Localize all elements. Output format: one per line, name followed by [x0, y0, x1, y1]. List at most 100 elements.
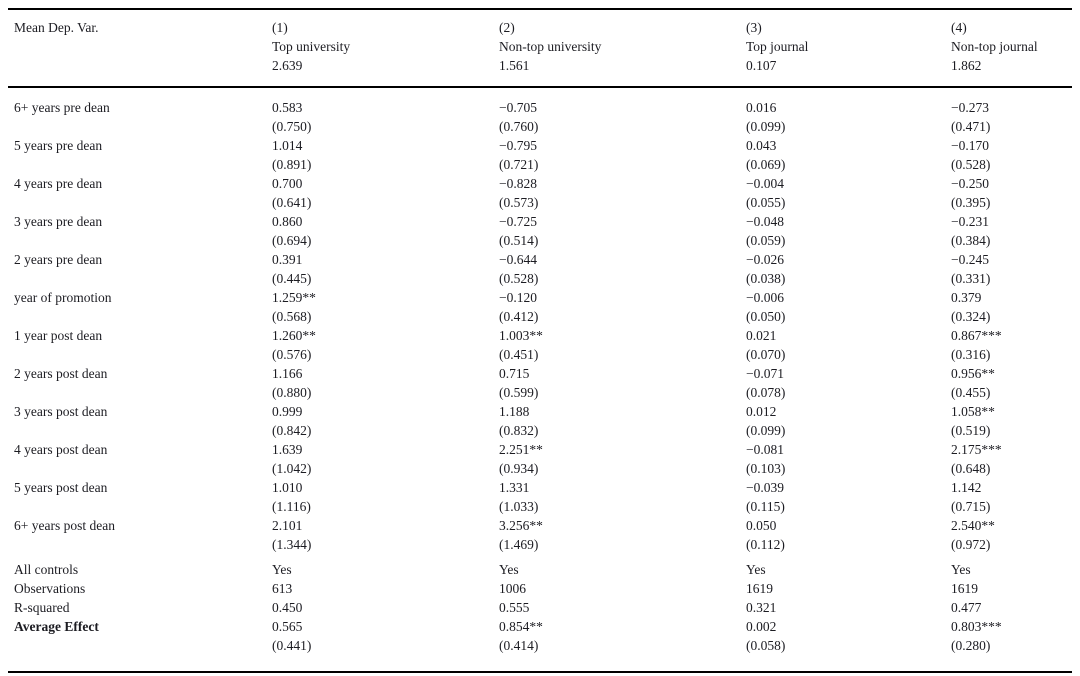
coef-value: 0.002 — [746, 619, 777, 634]
coef-cell: 0.956** (0.455) — [951, 364, 1072, 402]
row-label: 3 years pre dean — [14, 214, 103, 229]
coef-cell: −0.795 (0.721) — [499, 136, 746, 174]
coef-value: −0.120 — [499, 290, 537, 305]
col-mean: 2.639 — [272, 58, 303, 73]
regression-table: Mean Dep. Var. (1) Top university 2.639 … — [8, 8, 1072, 673]
col-mean: 1.561 — [499, 58, 530, 73]
coef-cell: −0.273 (0.471) — [951, 87, 1072, 136]
row-label: 4 years post dean — [14, 442, 108, 457]
se-value: (0.099) — [746, 119, 786, 134]
col-number: (4) — [951, 20, 967, 35]
se-value: (0.414) — [499, 638, 539, 653]
se-value: (0.316) — [951, 347, 991, 362]
stat-cell: 0.450 — [272, 598, 499, 617]
se-value: (0.455) — [951, 385, 991, 400]
stat-cell: 0.477 — [951, 598, 1072, 617]
coef-value: 1619 — [951, 581, 978, 596]
se-value: (1.469) — [499, 537, 539, 552]
coef-cell: 0.043 (0.069) — [746, 136, 951, 174]
coef-value: −0.071 — [746, 366, 784, 381]
coef-value: 1.331 — [499, 480, 530, 495]
se-value: (0.528) — [951, 157, 991, 172]
coef-value: 0.860 — [272, 214, 303, 229]
se-value: (0.721) — [499, 157, 539, 172]
se-value: (0.934) — [499, 461, 539, 476]
coef-cell: −0.250 (0.395) — [951, 174, 1072, 212]
stat-cell: 0.803*** (0.280) — [951, 617, 1072, 672]
coef-value: −0.644 — [499, 252, 537, 267]
coef-cell: 2.175*** (0.648) — [951, 440, 1072, 478]
coef-value: −0.725 — [499, 214, 537, 229]
row-label: 3 years post dean — [14, 404, 108, 419]
se-value: (0.078) — [746, 385, 786, 400]
coef-cell: 1.058** (0.519) — [951, 402, 1072, 440]
stat-cell: 1006 — [499, 579, 746, 598]
table-body: 6+ years pre dean 0.583 (0.750) −0.705 (0.76… — [8, 87, 1072, 672]
coef-value: 1.260** — [272, 328, 316, 343]
coef-cell: −0.026 (0.038) — [746, 250, 951, 288]
row-label: Average Effect — [14, 619, 99, 634]
row-label: 6+ years post dean — [14, 518, 115, 533]
se-value: (0.451) — [499, 347, 539, 362]
coef-value: 0.583 — [272, 100, 303, 115]
se-value: (0.055) — [746, 195, 786, 210]
coef-value: 0.016 — [746, 100, 777, 115]
coef-value: 1.166 — [272, 366, 303, 381]
coef-value: 2.251** — [499, 442, 543, 457]
stat-cell: Yes — [272, 554, 499, 579]
se-value: (0.568) — [272, 309, 312, 324]
header-col-3: (3) Top journal 0.107 — [746, 9, 951, 88]
coef-cell: −0.006 (0.050) — [746, 288, 951, 326]
coef-value: −0.245 — [951, 252, 989, 267]
stat-cell: Yes — [746, 554, 951, 579]
coef-cell: 0.012 (0.099) — [746, 402, 951, 440]
coef-cell: 1.166 (0.880) — [272, 364, 499, 402]
se-value: (0.112) — [746, 537, 785, 552]
se-value: (0.576) — [272, 347, 312, 362]
coef-value: Yes — [499, 562, 519, 577]
table-row: 6+ years post dean 2.101 (1.344) 3.256** (1.… — [8, 516, 1072, 554]
stat-cell: 1619 — [746, 579, 951, 598]
table-row: 5 years pre dean 1.014 (0.891) −0.795 (0.721… — [8, 136, 1072, 174]
coef-cell: 0.860 (0.694) — [272, 212, 499, 250]
coef-value: 0.854** — [499, 619, 543, 634]
coef-value: 0.867*** — [951, 328, 1002, 343]
se-value: (0.832) — [499, 423, 539, 438]
table-row: 4 years pre dean 0.700 (0.641) −0.828 (0.573… — [8, 174, 1072, 212]
se-value: (1.042) — [272, 461, 312, 476]
coef-cell: −0.231 (0.384) — [951, 212, 1072, 250]
coef-value: −0.828 — [499, 176, 537, 191]
coef-value: 0.477 — [951, 600, 982, 615]
coef-value: −0.026 — [746, 252, 784, 267]
coef-cell: −0.705 (0.760) — [499, 87, 746, 136]
coef-cell: 2.101 (1.344) — [272, 516, 499, 554]
coef-value: 2.101 — [272, 518, 303, 533]
table-row: year of promotion 1.259** (0.568) −0.120 (0.… — [8, 288, 1072, 326]
coef-cell: 0.700 (0.641) — [272, 174, 499, 212]
coef-value: 0.803*** — [951, 619, 1002, 634]
coef-value: 1619 — [746, 581, 773, 596]
coef-cell: 0.379 (0.324) — [951, 288, 1072, 326]
table-row: 2 years post dean 1.166 (0.880) 0.715 (0.599… — [8, 364, 1072, 402]
coef-value: Yes — [272, 562, 292, 577]
se-value: (0.519) — [951, 423, 991, 438]
coef-cell: 0.391 (0.445) — [272, 250, 499, 288]
row-label: 2 years pre dean — [14, 252, 103, 267]
table-row: 3 years pre dean 0.860 (0.694) −0.725 (0.514… — [8, 212, 1072, 250]
se-value: (0.384) — [951, 233, 991, 248]
se-value: (0.103) — [746, 461, 786, 476]
table-header: Mean Dep. Var. (1) Top university 2.639 … — [8, 9, 1072, 88]
coef-value: −0.039 — [746, 480, 784, 495]
col-name: Top university — [272, 39, 351, 54]
header-col-1: (1) Top university 2.639 — [272, 9, 499, 88]
se-value: (0.058) — [746, 638, 786, 653]
se-value: (0.059) — [746, 233, 786, 248]
coef-cell: 2.540** (0.972) — [951, 516, 1072, 554]
coef-value: 0.391 — [272, 252, 303, 267]
coef-cell: 0.867*** (0.316) — [951, 326, 1072, 364]
col-mean: 1.862 — [951, 58, 982, 73]
coef-value: 0.715 — [499, 366, 530, 381]
coef-value: −0.048 — [746, 214, 784, 229]
coef-value: 0.565 — [272, 619, 303, 634]
row-label: R-squared — [14, 600, 70, 615]
